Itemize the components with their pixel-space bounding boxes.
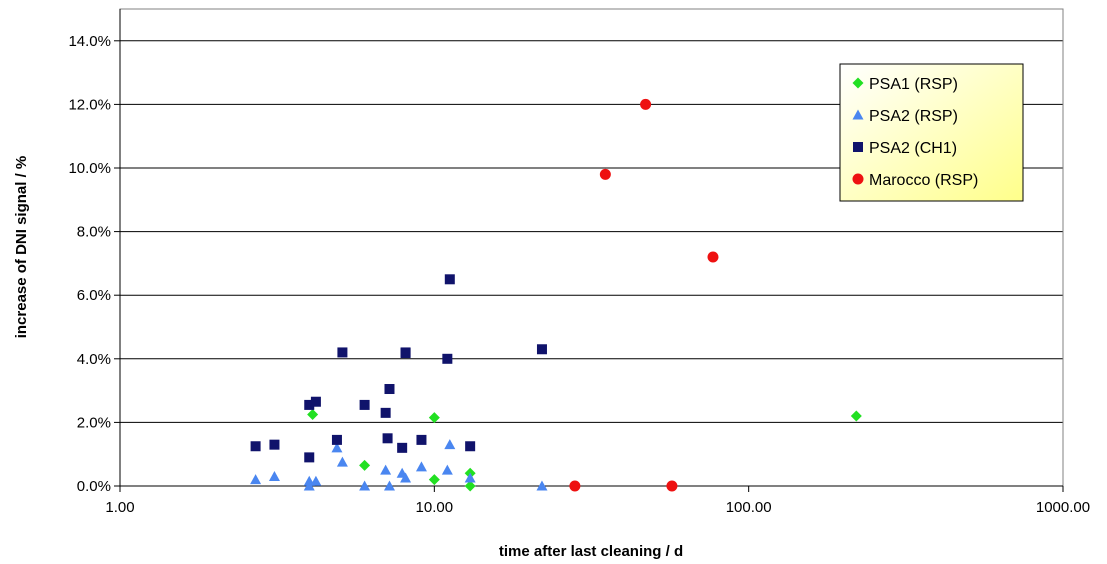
- series-0: [307, 408, 862, 492]
- legend-label: PSA1 (RSP): [869, 76, 958, 93]
- y-tick-label: 14.0%: [68, 33, 111, 50]
- data-point: [303, 480, 315, 491]
- data-point: [380, 407, 391, 418]
- data-point: [310, 475, 322, 486]
- data-point: [382, 433, 393, 444]
- legend-label: PSA2 (CH1): [869, 140, 957, 157]
- data-point: [416, 434, 427, 445]
- legend-box: [839, 63, 1024, 202]
- data-point: [383, 480, 395, 491]
- data-point: [400, 472, 412, 483]
- data-points: [250, 98, 862, 492]
- data-point: [331, 442, 343, 453]
- y-tick-label: 10.0%: [68, 160, 111, 177]
- data-point: [444, 274, 455, 285]
- x-axis-title: time after last cleaning / d: [499, 543, 683, 560]
- x-axis-ticks: 1.00 10.00 100.00 1000.00: [105, 486, 1090, 516]
- legend-marker: [852, 77, 864, 89]
- y-tick-label: 12.0%: [68, 96, 111, 113]
- x-tick-label: 10.00: [416, 499, 454, 516]
- data-point: [359, 459, 371, 471]
- series-3: [569, 98, 719, 492]
- legend-marker: [853, 142, 863, 152]
- data-point: [359, 480, 371, 491]
- data-point: [441, 464, 453, 475]
- data-point: [464, 472, 476, 483]
- data-point: [269, 439, 280, 450]
- data-point: [384, 384, 395, 395]
- data-point: [640, 98, 652, 110]
- series-1: [250, 439, 548, 491]
- x-tick-label: 100.00: [726, 499, 772, 516]
- data-point: [444, 439, 456, 450]
- data-point: [310, 396, 321, 407]
- y-tick-label: 0.0%: [77, 478, 111, 495]
- y-tick-label: 2.0%: [77, 414, 111, 431]
- data-point: [304, 399, 315, 410]
- data-point: [415, 461, 427, 472]
- data-point: [464, 480, 476, 492]
- legend: PSA1 (RSP) PSA2 (RSP) PSA2 (CH1) Marocco (R…: [839, 63, 1024, 202]
- data-point: [465, 441, 476, 452]
- data-point: [666, 480, 678, 492]
- data-point: [250, 474, 262, 485]
- data-point: [400, 348, 411, 359]
- data-point: [428, 412, 440, 424]
- legend-marker: [852, 109, 864, 120]
- data-point: [331, 434, 342, 445]
- legend-marker: [852, 173, 864, 185]
- data-point: [599, 168, 611, 180]
- data-point: [850, 410, 862, 422]
- data-point: [380, 464, 392, 475]
- data-point: [268, 470, 280, 481]
- data-point: [304, 452, 315, 463]
- x-tick-label: 1.00: [105, 499, 134, 516]
- data-point: [442, 353, 453, 364]
- data-point: [397, 442, 408, 453]
- grid-lines: [120, 40, 1063, 423]
- data-point: [359, 399, 370, 410]
- y-tick-label: 8.0%: [77, 224, 111, 241]
- data-point: [250, 441, 261, 452]
- y-tick-label: 6.0%: [77, 287, 111, 304]
- y-axis-title: increase of DNI signal / %: [13, 156, 30, 339]
- data-point: [337, 347, 348, 358]
- y-axis-ticks: 0.0% 2.0% 4.0% 6.0% 8.0% 10.0% 12.0% 14.0%: [68, 33, 120, 495]
- data-point: [307, 408, 319, 420]
- y-tick-label: 4.0%: [77, 351, 111, 368]
- data-point: [428, 474, 440, 486]
- data-point: [536, 344, 547, 355]
- legend-label: Marocco (RSP): [869, 172, 978, 189]
- x-tick-label: 1000.00: [1036, 499, 1090, 516]
- data-point: [536, 480, 548, 491]
- data-point: [336, 456, 348, 467]
- data-point: [569, 480, 581, 492]
- data-point: [707, 251, 719, 263]
- series-2: [250, 274, 547, 463]
- legend-label: PSA2 (RSP): [869, 108, 958, 125]
